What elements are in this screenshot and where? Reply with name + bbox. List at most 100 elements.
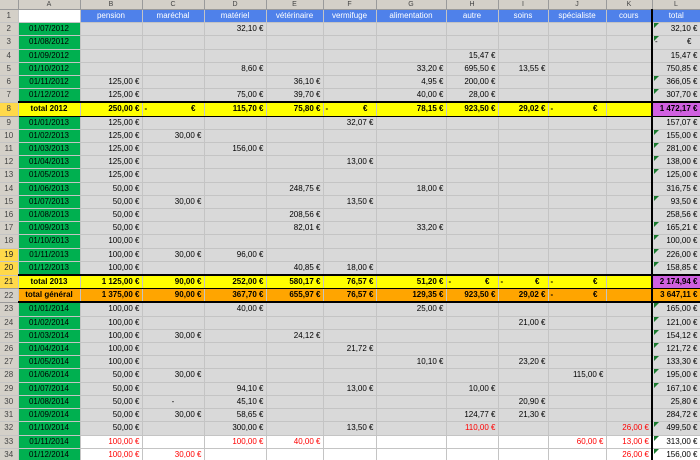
table-row[interactable]: 12 01/04/2013 125,00 € 13,00 € 138,00 € [0, 155, 700, 170]
cell-E34[interactable] [266, 448, 324, 460]
cell-D22[interactable]: 367,70 € [204, 288, 267, 304]
table-header-row[interactable]: 1 pension maréchal matériel vétérinaire vermi… [0, 9, 700, 24]
column-header-K[interactable]: K [606, 0, 653, 10]
cell-F3[interactable] [323, 35, 377, 50]
table-row[interactable]: 28 01/06/2014 50,00 €30,00 € 115,00 € 195,00… [0, 368, 700, 383]
cell-I29[interactable] [498, 382, 549, 396]
cell-B12[interactable]: 125,00 € [80, 155, 143, 170]
cell-G24[interactable] [376, 316, 447, 330]
cell-I17[interactable] [498, 221, 549, 236]
cell-total-5[interactable]: 750,85 € [651, 62, 700, 77]
cell-D19[interactable]: 96,00 € [204, 248, 267, 262]
cell-H10[interactable] [446, 129, 499, 144]
cell-B10[interactable]: 125,00 € [80, 129, 143, 144]
cell-H28[interactable] [446, 368, 499, 383]
cell-J20[interactable] [548, 261, 607, 276]
cell-J14[interactable] [548, 182, 607, 196]
cell-C9[interactable] [142, 116, 205, 130]
cell-G18[interactable] [376, 234, 447, 249]
cell-F26[interactable]: 21,72 € [323, 342, 377, 357]
cell-D16[interactable] [204, 208, 267, 223]
cell-H32[interactable]: 110,00 € [446, 421, 499, 436]
row-number-24[interactable]: 24 [0, 316, 19, 330]
cell-K4[interactable] [606, 49, 653, 63]
row-date-label[interactable]: 01/10/2012 [18, 62, 81, 77]
cell-C4[interactable] [142, 49, 205, 63]
cell-J10[interactable] [548, 129, 607, 144]
cell-total-33[interactable]: 313,00 € [651, 435, 700, 449]
cell-F31[interactable] [323, 408, 377, 423]
cell-G13[interactable] [376, 168, 447, 183]
cell-G7[interactable]: 40,00 € [376, 88, 447, 103]
cell-I31[interactable]: 21,30 € [498, 408, 549, 423]
table-row[interactable]: 7 01/12/2012 125,00 € 75,00 €39,70 € 40,00 €… [0, 88, 700, 103]
cell-total-34[interactable]: 156,00 € [651, 448, 700, 460]
cell-K34[interactable]: 26,00 € [606, 448, 653, 460]
select-all-corner[interactable] [0, 0, 19, 10]
cell-K20[interactable] [606, 261, 653, 276]
cell-I13[interactable] [498, 168, 549, 183]
cell-E7[interactable]: 39,70 € [266, 88, 324, 103]
row-date-label[interactable]: 01/11/2012 [18, 75, 81, 90]
cell-B11[interactable]: 125,00 € [80, 142, 143, 157]
cell-E10[interactable] [266, 129, 324, 144]
cell-total-14[interactable]: 316,75 € [651, 182, 700, 196]
cell-C6[interactable] [142, 75, 205, 90]
row-date-label[interactable]: 01/10/2014 [18, 421, 81, 436]
cell-F10[interactable] [323, 129, 377, 144]
cell-E17[interactable]: 82,01 € [266, 221, 324, 236]
table-row[interactable]: 25 01/03/2014 100,00 €30,00 € 24,12 € 154,12… [0, 329, 700, 344]
row-number-7[interactable]: 7 [0, 88, 19, 103]
cell-total-13[interactable]: 125,00 € [651, 168, 700, 183]
cell-J16[interactable] [548, 208, 607, 223]
row-number-6[interactable]: 6 [0, 75, 19, 90]
cell-I20[interactable] [498, 261, 549, 276]
cell-D27[interactable] [204, 355, 267, 370]
cell-total-23[interactable]: 165,00 € [651, 302, 700, 317]
column-header-L[interactable]: L [652, 0, 700, 10]
cell-J24[interactable] [548, 316, 607, 330]
cell-total-31[interactable]: 284,72 € [651, 408, 700, 423]
row-date-label[interactable]: 01/02/2013 [18, 129, 81, 144]
row-number-11[interactable]: 11 [0, 142, 19, 157]
cell-J17[interactable] [548, 221, 607, 236]
cell-B28[interactable]: 50,00 € [80, 368, 143, 383]
row-number-15[interactable]: 15 [0, 195, 19, 210]
cell-E23[interactable] [266, 302, 324, 317]
cell-G11[interactable] [376, 142, 447, 157]
cell-K24[interactable] [606, 316, 653, 330]
cell-B7[interactable]: 125,00 € [80, 88, 143, 103]
cell-G17[interactable]: 33,20 € [376, 221, 447, 236]
cell-total-9[interactable]: 157,07 € [651, 116, 700, 130]
cell-J8[interactable]: - € [548, 101, 607, 117]
cell-H19[interactable] [446, 248, 499, 262]
cell-E31[interactable] [266, 408, 324, 423]
table-row[interactable]: 3 01/08/2012 - € [0, 35, 700, 50]
cell-C19[interactable]: 30,00 € [142, 248, 205, 262]
cell-H20[interactable] [446, 261, 499, 276]
cell-J6[interactable] [548, 75, 607, 90]
cell-B13[interactable]: 125,00 € [80, 168, 143, 183]
row-number-5[interactable]: 5 [0, 62, 19, 77]
row-date-label[interactable]: 01/11/2013 [18, 248, 81, 262]
cell-J29[interactable] [548, 382, 607, 396]
cell-G9[interactable] [376, 116, 447, 130]
cell-H22[interactable]: 923,50 € [446, 288, 499, 304]
cell-H6[interactable]: 200,00 € [446, 75, 499, 90]
cell-I25[interactable] [498, 329, 549, 344]
cell-C32[interactable] [142, 421, 205, 436]
cell-total-15[interactable]: 93,50 € [651, 195, 700, 210]
cell-H21[interactable]: - € [446, 274, 499, 290]
cell-G19[interactable] [376, 248, 447, 262]
table-row[interactable]: 15 01/07/2013 50,00 €30,00 € 13,50 € 93,50 € [0, 195, 700, 210]
row-number-21[interactable]: 21 [0, 274, 19, 290]
cell-E28[interactable] [266, 368, 324, 383]
cell-C17[interactable] [142, 221, 205, 236]
cell-J19[interactable] [548, 248, 607, 262]
cell-C24[interactable] [142, 316, 205, 330]
cell-B18[interactable]: 100,00 € [80, 234, 143, 249]
cell-F2[interactable] [323, 22, 377, 37]
cell-total-10[interactable]: 155,00 € [651, 129, 700, 144]
cell-E15[interactable] [266, 195, 324, 210]
cell-F12[interactable]: 13,00 € [323, 155, 377, 170]
